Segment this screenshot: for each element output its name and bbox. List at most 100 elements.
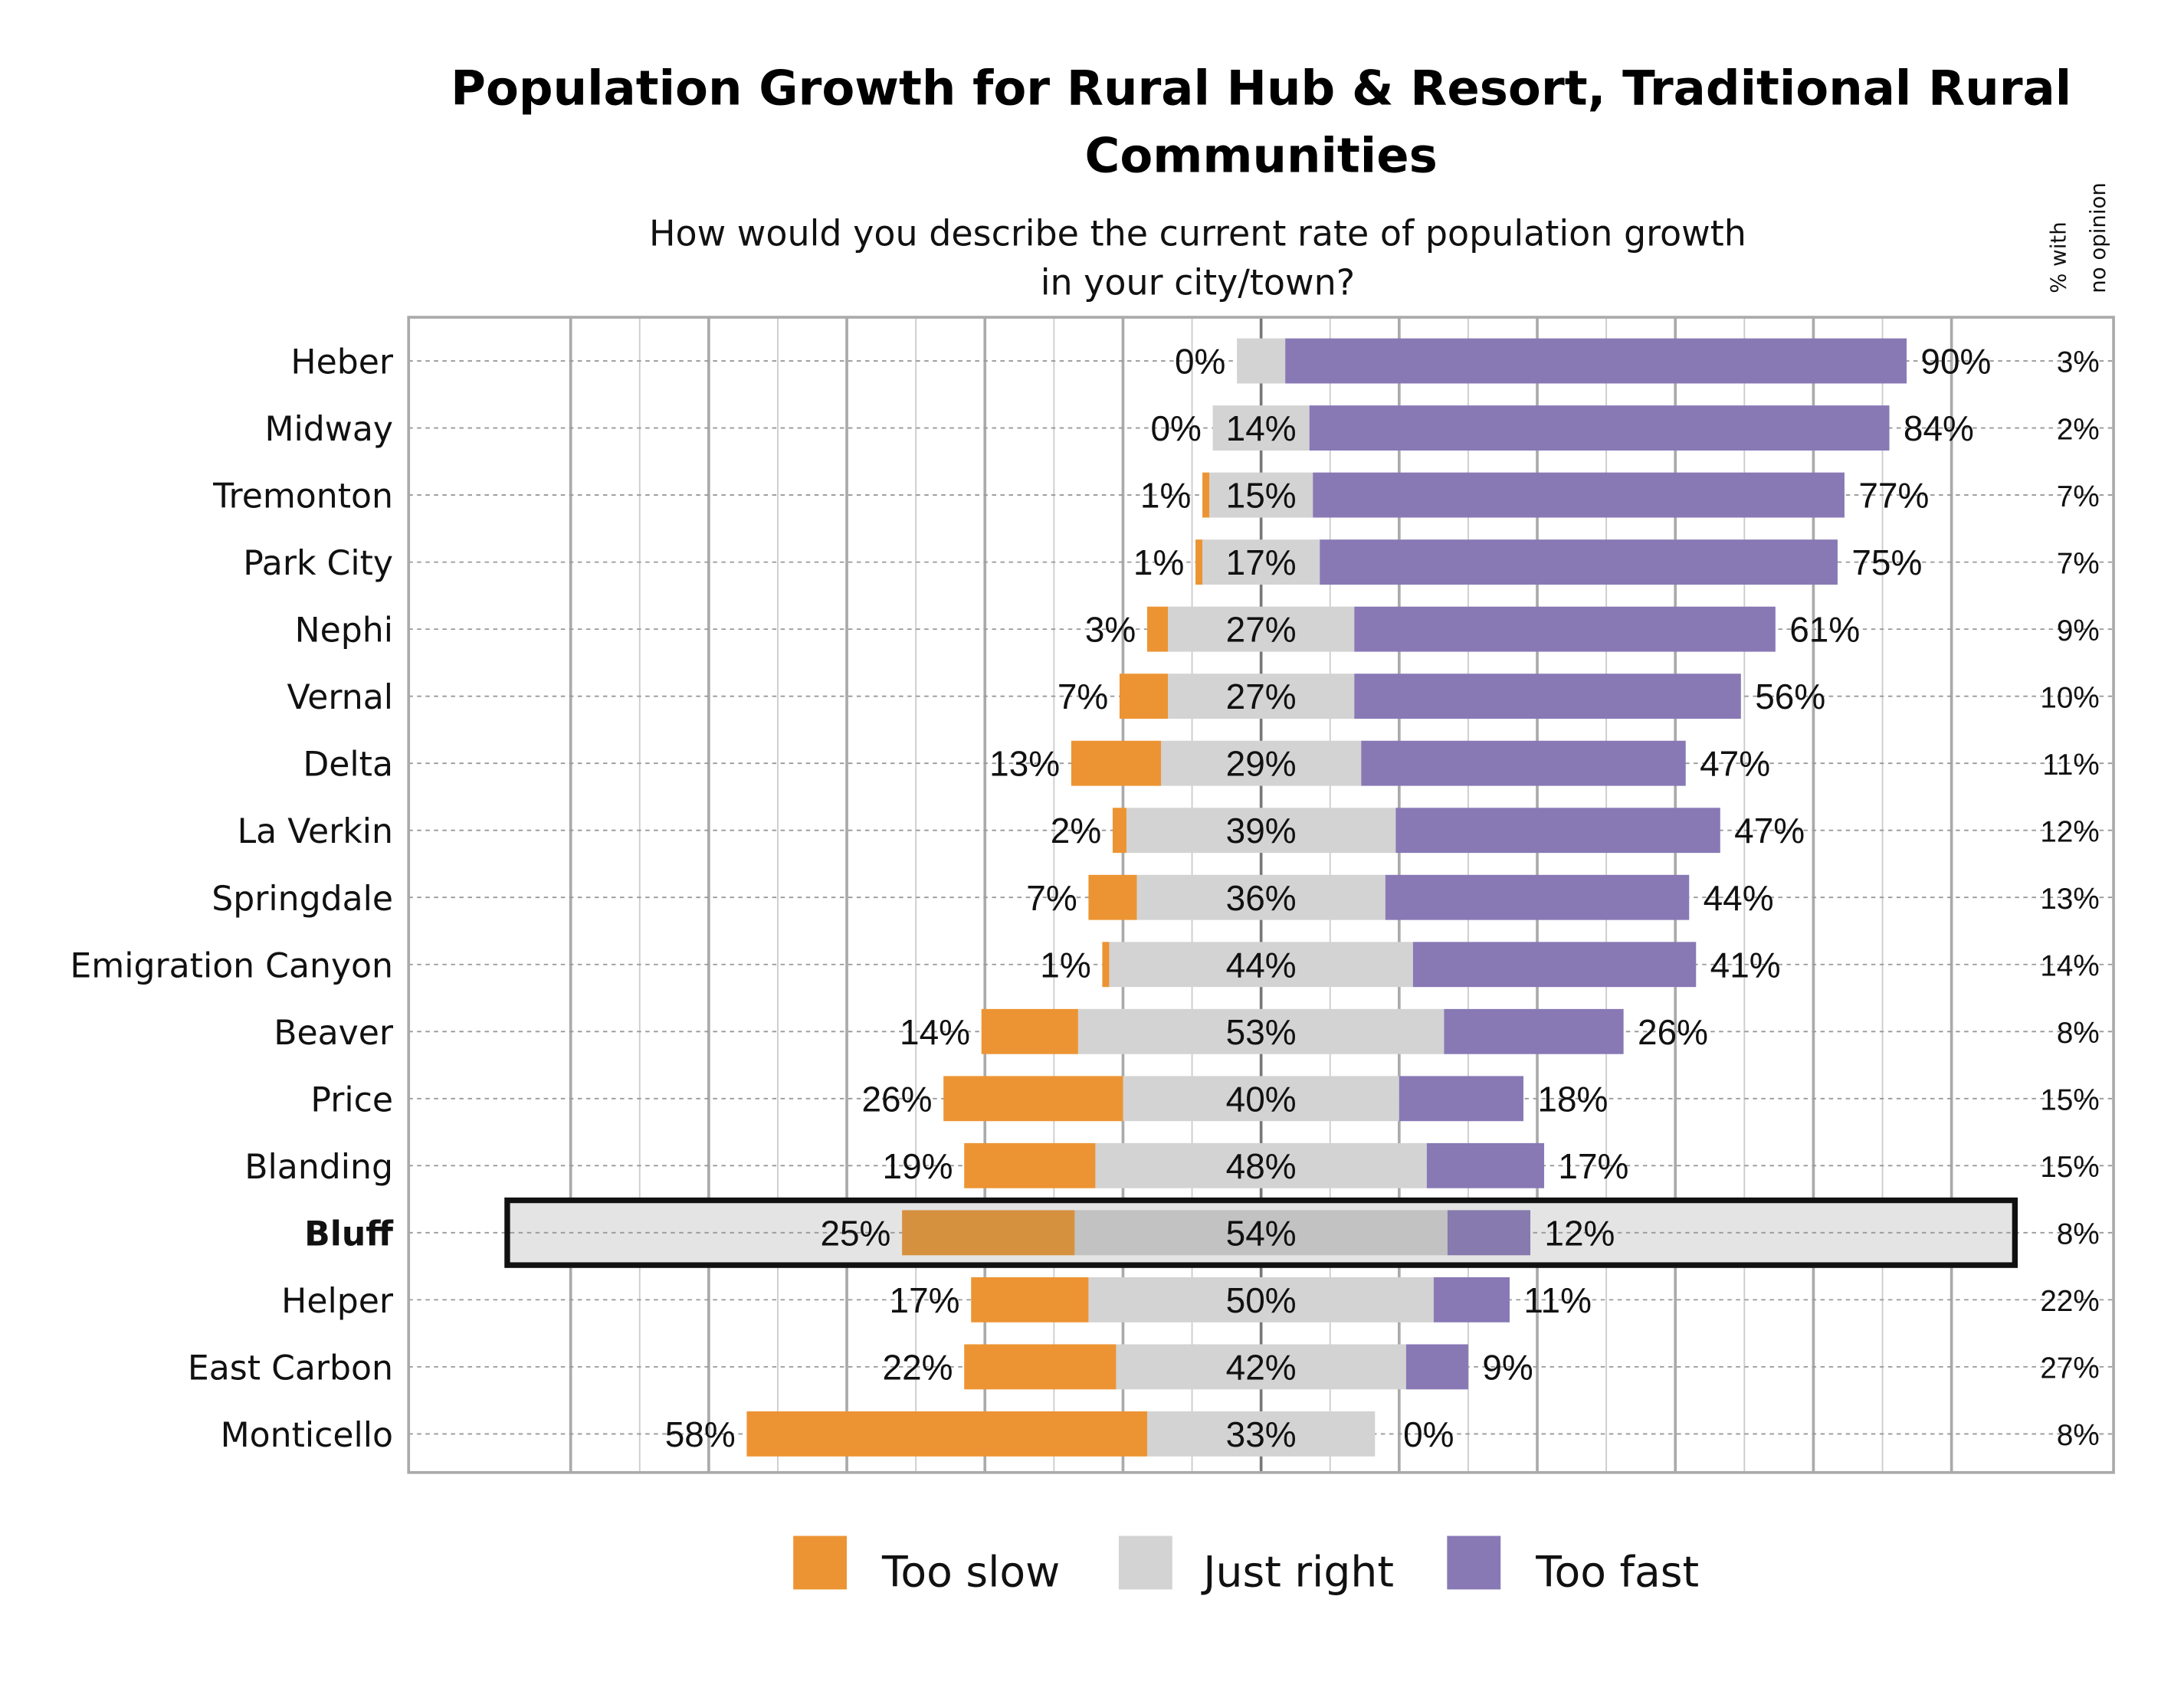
label-just-right: 36% [1226,878,1297,918]
label-just-right: 14% [1226,408,1297,448]
category-label: Price [310,1080,393,1119]
category-label: Tremonton [212,477,393,516]
label-too-fast: 47% [1700,744,1770,784]
label-too-fast: 61% [1789,610,1860,650]
label-too-fast: 26% [1638,1012,1708,1052]
category-label: East Carbon [188,1349,393,1388]
label-too-fast: 18% [1537,1079,1608,1119]
bar-too-slow [1146,606,1169,652]
bar-just-right [1237,338,1286,384]
label-no-opinion: 8% [2057,1419,2100,1452]
label-too-fast: 77% [1858,476,1929,516]
label-too-slow: 14% [900,1012,970,1052]
label-too-fast: 44% [1704,878,1774,918]
bar-too-slow [964,1344,1117,1390]
category-label: Park City [243,544,393,583]
label-too-fast: 84% [1904,408,1974,448]
bar-too-fast [1405,1344,1468,1390]
bar-too-slow [981,1008,1078,1054]
bar-too-fast [1313,472,1845,518]
label-no-opinion: 13% [2040,883,2099,916]
chart-subtitle-line-2: in your city/town? [1041,262,1355,303]
label-just-right: 17% [1226,542,1297,582]
label-just-right: 15% [1226,476,1297,516]
bar-just-right [1168,606,1355,652]
label-just-right: 42% [1226,1347,1297,1387]
bar-just-right [1168,674,1355,719]
label-too-fast: 9% [1482,1347,1533,1387]
category-label: Blanding [244,1148,393,1187]
bar-too-fast [1285,338,1907,384]
label-no-opinion: 3% [2057,346,2100,379]
label-no-opinion: 27% [2040,1352,2099,1385]
label-too-fast: 17% [1558,1146,1628,1186]
bar-too-fast [1354,674,1741,719]
bar-too-slow [1202,472,1210,518]
bar-too-slow [902,1210,1075,1256]
legend-swatch [1447,1535,1501,1590]
bar-too-fast [1320,539,1838,585]
no-opinion-header-line-2: no opinion [2085,182,2110,293]
bar-just-right [1077,1008,1445,1054]
label-no-opinion: 10% [2040,681,2099,714]
label-just-right: 27% [1226,677,1297,716]
bar-too-fast [1354,606,1776,652]
label-no-opinion: 11% [2042,749,2099,782]
category-label: Delta [303,746,393,785]
bar-too-fast [1433,1277,1510,1322]
bar-too-fast [1385,874,1690,920]
label-too-slow: 2% [1051,811,1101,850]
label-no-opinion: 12% [2040,815,2099,848]
bar-too-slow [971,1277,1089,1322]
bar-just-right [1123,1076,1399,1122]
label-too-fast: 41% [1710,945,1781,985]
label-no-opinion: 14% [2040,949,2099,982]
bar-too-fast [1426,1142,1545,1188]
label-just-right: 39% [1226,811,1297,850]
label-too-fast: 0% [1403,1414,1454,1454]
bar-too-slow [1119,674,1169,719]
bar-too-slow [964,1142,1096,1188]
category-label: La Verkin [238,812,393,851]
bar-just-right [1095,1142,1427,1188]
bar-just-right [1116,1344,1406,1390]
bar-just-right [1109,942,1413,988]
label-no-opinion: 2% [2057,413,2100,446]
legend: Too slow Just right Too fast [793,1535,1699,1598]
legend-label: Too fast [1535,1549,1699,1598]
label-too-slow: 25% [820,1213,890,1253]
label-too-slow: 22% [883,1347,953,1387]
chart-subtitle-line-1: How would you describe the current rate … [649,212,1746,254]
bar-too-slow [943,1076,1123,1122]
bar-just-right [1161,740,1362,786]
bar-too-fast [1444,1008,1624,1054]
bar-just-right [1202,539,1320,585]
legend-swatch [1118,1535,1172,1590]
label-no-opinion: 7% [2057,480,2100,513]
label-too-slow: 7% [1026,878,1077,918]
label-just-right: 53% [1226,1012,1297,1052]
bar-too-slow [1102,942,1110,988]
label-just-right: 48% [1226,1146,1297,1186]
label-too-slow: 17% [890,1280,960,1320]
label-no-opinion: 9% [2057,615,2100,647]
bar-too-slow [1071,740,1162,786]
label-no-opinion: 22% [2040,1285,2099,1318]
label-too-slow: 1% [1140,476,1191,516]
label-too-fast: 75% [1851,542,1922,582]
label-no-opinion: 15% [2040,1151,2099,1184]
label-too-fast: 47% [1734,811,1805,850]
label-no-opinion: 15% [2040,1084,2099,1117]
chart-title-line-1: Population Growth for Rural Hub & Resort… [451,60,2071,116]
bar-too-slow [1195,539,1203,585]
label-no-opinion: 7% [2057,547,2100,580]
bar-too-fast [1395,808,1720,854]
legend-label: Just right [1201,1549,1394,1598]
label-too-slow: 19% [883,1146,953,1186]
category-label: Springdale [212,880,393,919]
label-too-slow: 58% [665,1414,736,1454]
bar-too-fast [1447,1210,1531,1256]
category-label: Monticello [221,1416,393,1455]
category-label: Heber [290,343,393,382]
